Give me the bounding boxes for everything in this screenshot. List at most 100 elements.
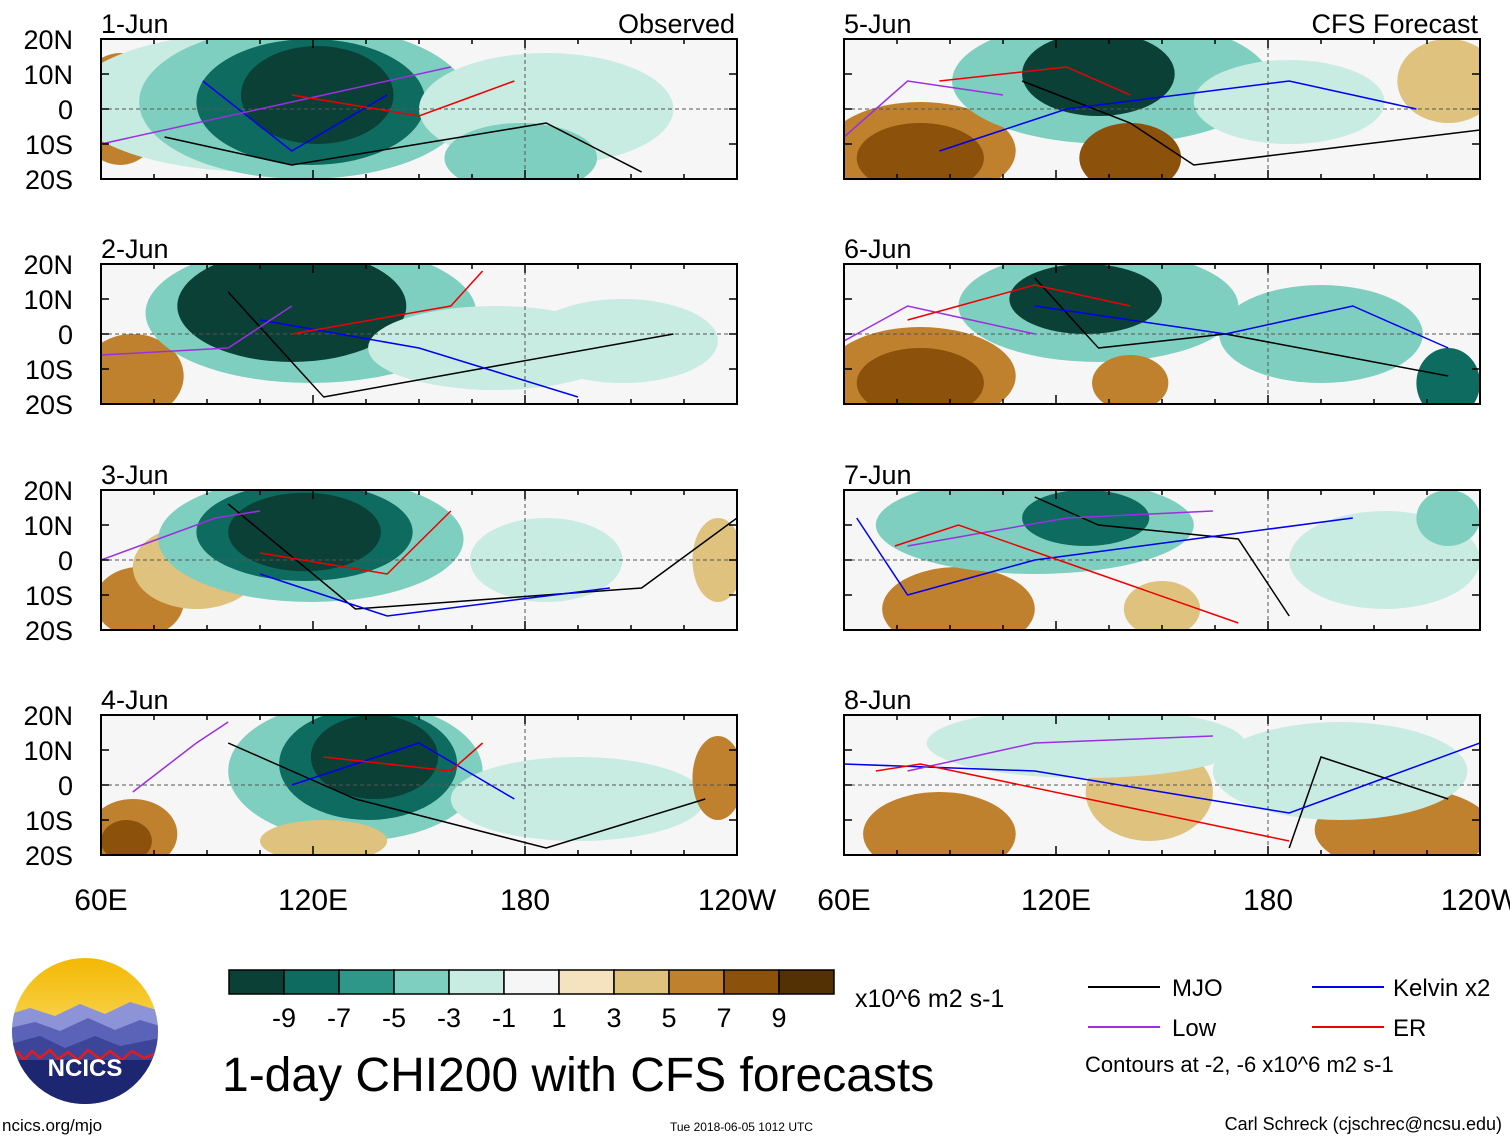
- colorbar-swatch: [558, 969, 615, 995]
- panel-6-Jun: 6-Jun: [843, 234, 1481, 405]
- contour-Kelvin x2: [291, 742, 515, 800]
- field-blob: [1193, 60, 1385, 144]
- field-blob: [1022, 490, 1150, 546]
- panel-1-Jun: 1-Jun Observed 20N 10N 0 10S 20S: [23, 9, 738, 195]
- column-header: Observed: [618, 9, 735, 39]
- colorbar-tick-label: 3: [606, 1003, 621, 1033]
- field-blob: [527, 299, 718, 383]
- field-blob: [1022, 39, 1175, 116]
- y-tick-label: 20N: [23, 701, 73, 731]
- y-tick-label: 10N: [23, 60, 73, 90]
- y-tick-label: 0: [58, 320, 73, 350]
- x-tick-label: 120E: [1021, 884, 1091, 917]
- panel-date-label: 2-Jun: [101, 234, 169, 264]
- colorbar-tick-label: 5: [661, 1003, 676, 1033]
- contour-Kelvin x2: [939, 80, 1417, 152]
- y-tick-label: 20S: [25, 616, 73, 646]
- field-blob: [1009, 264, 1162, 334]
- field-blob: [1079, 123, 1182, 179]
- panel-8-Jun: 8-Jun: [843, 685, 1481, 856]
- panel-date-label: 7-Jun: [844, 460, 912, 490]
- y-tick-label: 10N: [23, 736, 73, 766]
- contour-note: Contours at -2, -6 x10^6 m2 s-1: [1085, 1052, 1394, 1077]
- contour-Kelvin x2: [202, 80, 388, 152]
- colorbar-tick-label: -5: [382, 1003, 406, 1033]
- field-blob: [444, 123, 598, 179]
- field-blob: [469, 518, 623, 602]
- contour-ER: [907, 284, 1131, 321]
- colorbar-swatch: [448, 969, 505, 995]
- field-blob: [926, 715, 1245, 778]
- ncics-logo: NCICS: [10, 956, 160, 1111]
- contour-Kelvin x2: [1034, 305, 1449, 349]
- field-blob: [1212, 722, 1468, 820]
- contour-MJO: [164, 122, 642, 173]
- contour-Low: [907, 510, 1213, 547]
- colorbar-tick-label: -3: [437, 1003, 461, 1033]
- y-tick-label: 0: [58, 95, 73, 125]
- figure-title: 1-day CHI200 with CFS forecasts: [222, 1049, 935, 1102]
- panel-7-Jun: 7-Jun: [843, 460, 1481, 631]
- colorbar-swatch: [503, 969, 560, 995]
- colorbar-swatch: [283, 969, 340, 995]
- y-tick-label: 10S: [25, 130, 73, 160]
- panel-date-label: 4-Jun: [101, 685, 169, 715]
- colorbar-swatch: [613, 969, 670, 995]
- field-blob: [856, 123, 984, 179]
- colorbar-swatch: [778, 969, 835, 995]
- legend-label-low: Low: [1172, 1015, 1217, 1042]
- colorbar-swatch: [228, 969, 285, 995]
- contour-Low: [132, 721, 229, 793]
- field-blob: [228, 492, 381, 572]
- x-tick-label: 180: [500, 884, 550, 917]
- y-tick-label: 20N: [23, 250, 73, 280]
- colorbar-tick-label: -7: [327, 1003, 351, 1033]
- y-tick-label: 20S: [25, 841, 73, 871]
- site-link[interactable]: ncics.org/mjo: [2, 1116, 103, 1135]
- panel-2-Jun: 2-Jun 20N 10N 0 10S 20S: [23, 234, 738, 420]
- column-header: CFS Forecast: [1311, 9, 1478, 39]
- y-tick-label: 20N: [23, 25, 73, 55]
- field-blob: [1416, 490, 1480, 546]
- contour-Low: [101, 305, 293, 356]
- panel-date-label: 1-Jun: [101, 9, 169, 39]
- timestamp: Tue 2018-06-05 1012 UTC: [670, 1120, 813, 1134]
- field-blob: [1123, 581, 1201, 630]
- x-tick-label: 120E: [278, 884, 348, 917]
- y-tick-label: 20N: [23, 476, 73, 506]
- field-blob: [177, 264, 407, 362]
- y-tick-label: 20S: [25, 390, 73, 420]
- contour-ER: [291, 270, 484, 335]
- contour-ER: [291, 80, 515, 117]
- contour-MJO: [1034, 496, 1290, 617]
- field-blob: [882, 567, 1035, 630]
- contour-MJO: [1021, 80, 1480, 166]
- y-tick-label: 10N: [23, 511, 73, 541]
- contour-Low: [101, 510, 261, 561]
- contour-Low: [101, 66, 451, 145]
- colorbar-units: x10^6 m2 s-1: [855, 985, 1005, 1013]
- contour-MJO: [227, 503, 737, 610]
- panel-3-Jun: 3-Jun 20N 10N 0 10S 20S: [23, 460, 738, 646]
- x-tick-label: 180: [1243, 884, 1293, 917]
- colorbar-tick-label: -9: [272, 1003, 296, 1033]
- contour-ER: [894, 524, 1239, 624]
- colorbar-swatch: [393, 969, 450, 995]
- field-blob: [856, 348, 984, 404]
- contour-Low: [844, 80, 1004, 138]
- legend-label-mjo: MJO: [1172, 975, 1223, 1002]
- panel-date-label: 5-Jun: [844, 9, 912, 39]
- colorbar-tick-label: -1: [492, 1003, 516, 1033]
- field-blob: [692, 736, 737, 820]
- colorbar-tick-label: 9: [771, 1003, 786, 1033]
- panel-date-label: 3-Jun: [101, 460, 169, 490]
- y-tick-label: 10S: [25, 581, 73, 611]
- colorbar-swatch: [338, 969, 395, 995]
- contour-Low: [907, 735, 1213, 772]
- contour-ER: [259, 510, 452, 575]
- field-blob: [1416, 348, 1480, 404]
- colorbar-tick-label: 1: [551, 1003, 566, 1033]
- contour-ER: [875, 763, 1290, 842]
- field-blob: [1092, 355, 1169, 404]
